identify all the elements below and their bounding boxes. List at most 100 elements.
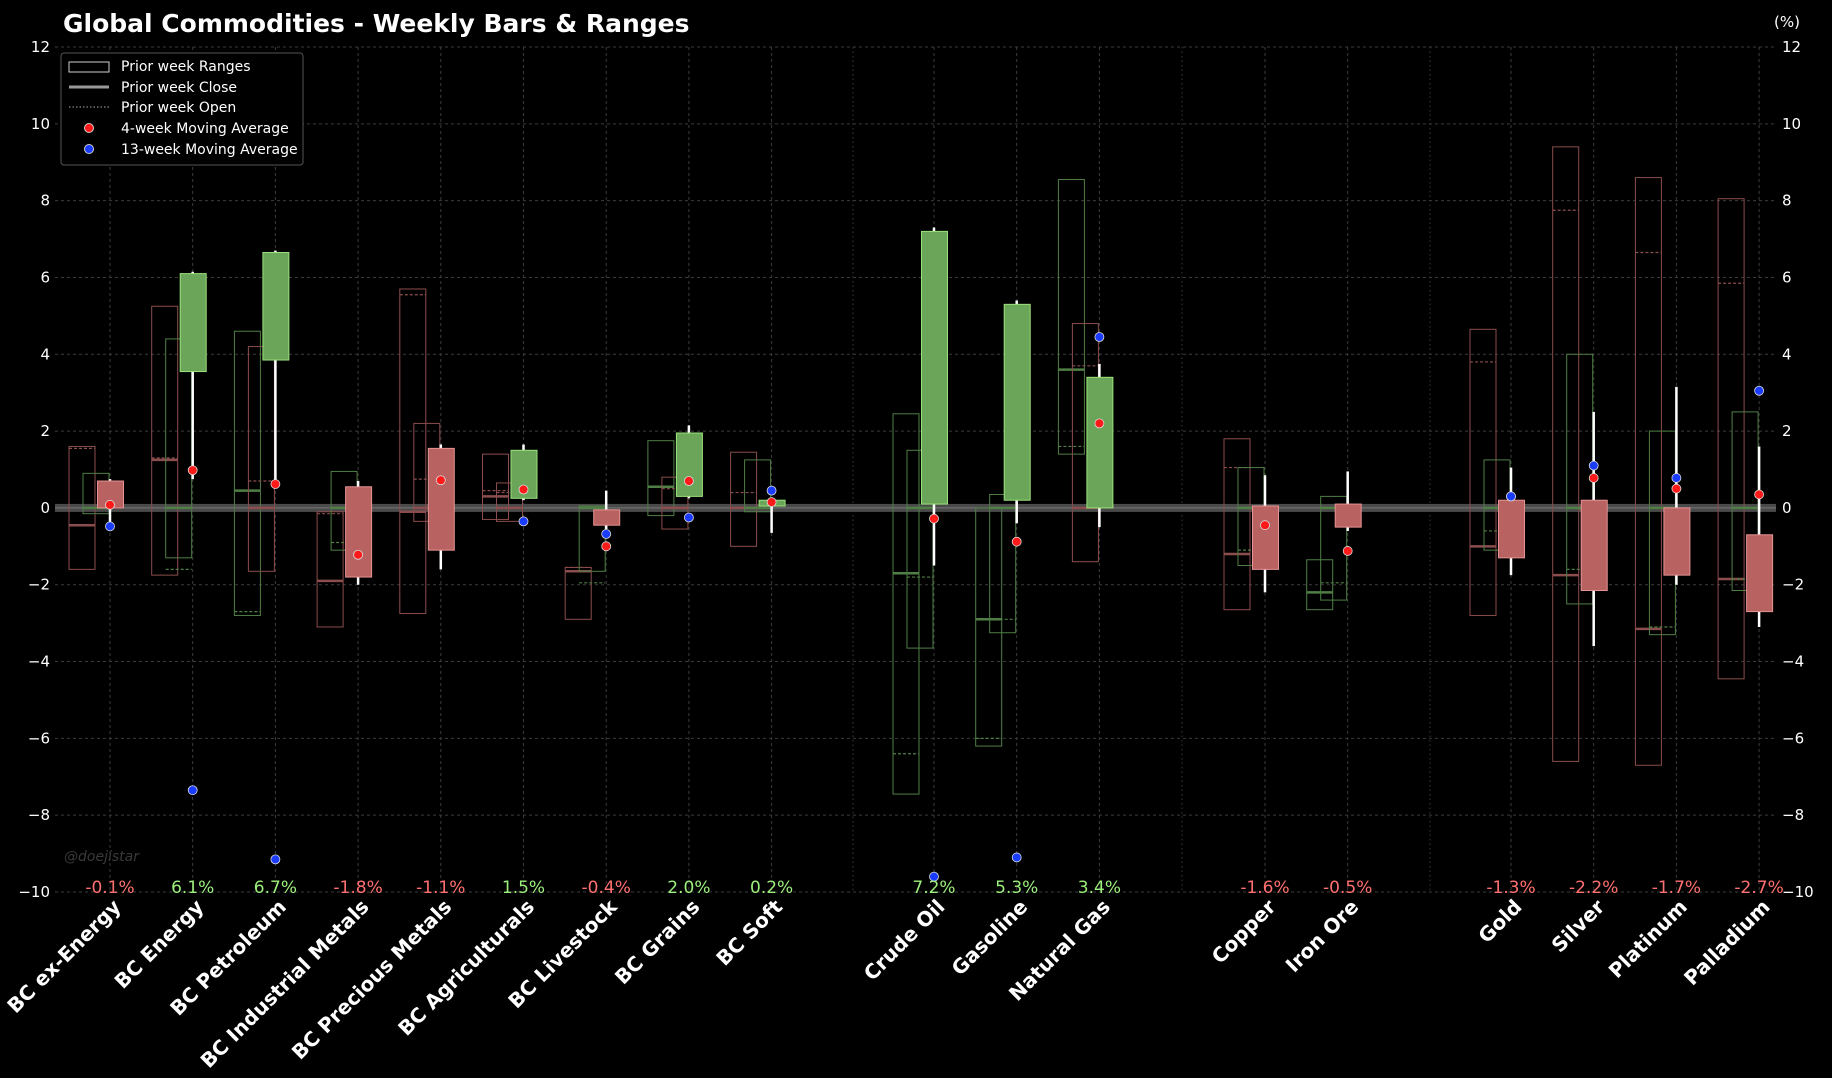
candle-body: [1334, 503, 1362, 528]
ma4-point: [353, 549, 364, 560]
ma13-point: [1506, 491, 1516, 502]
y-tick-right: −6: [1782, 729, 1804, 747]
prior-week-range: [1469, 328, 1497, 616]
bars-layer: [68, 146, 1774, 882]
prior-week-range: [647, 440, 675, 517]
legend-ma4-swatch: [84, 123, 94, 133]
ma4-point: [1671, 483, 1682, 494]
y-tick-right: 10: [1782, 115, 1801, 133]
y-tick-left: −2: [28, 576, 50, 594]
pct-change-label: 6.1%: [171, 878, 214, 898]
candle-body: [921, 230, 948, 505]
chart-title: Global Commodities - Weekly Bars & Range…: [63, 9, 690, 38]
legend-ranges-label: Prior week Ranges: [121, 59, 251, 75]
ma13-point: [601, 529, 612, 539]
y-tick-left: 8: [40, 192, 50, 210]
prior-week-range: [730, 451, 758, 547]
prior-week-range: [1057, 179, 1085, 455]
ma4-point: [1011, 536, 1022, 547]
prior-week-range: [1552, 146, 1580, 762]
y-tick-right: 12: [1782, 38, 1801, 56]
unit-label: (%): [1774, 13, 1800, 31]
pct-change-label: 0.2%: [750, 878, 793, 898]
prior-week-range: [744, 459, 772, 513]
ma13-point: [1011, 852, 1022, 863]
ma13-point: [1671, 473, 1682, 483]
y-tick-right: 0: [1782, 499, 1792, 517]
ma4-point: [1588, 473, 1599, 483]
prior-week-range: [151, 305, 179, 576]
y-tick-right: 6: [1782, 268, 1792, 286]
prior-week-range: [661, 476, 689, 530]
ma4-point: [929, 513, 939, 524]
prior-week-range: [892, 413, 920, 795]
pct-change-label: -0.5%: [1323, 878, 1372, 898]
y-tick-left: 6: [40, 268, 50, 286]
pct-change-label: -0.4%: [582, 878, 631, 898]
ma13-point: [929, 871, 939, 882]
y-tick-left: 0: [40, 499, 50, 517]
ma4-point: [518, 484, 529, 495]
ma4-point: [187, 465, 198, 476]
pct-change-label: -1.7%: [1652, 878, 1701, 898]
legend-ma13-swatch: [84, 144, 94, 154]
y-tick-left: −6: [28, 729, 50, 747]
pct-change-label: 1.5%: [502, 878, 545, 898]
ma4-point: [105, 499, 115, 510]
ma13-point: [684, 512, 694, 523]
candle-body: [675, 432, 703, 497]
candle-body: [427, 447, 455, 551]
ma4-point: [1094, 418, 1105, 429]
candle-body: [262, 251, 290, 361]
y-tick-right: 8: [1782, 192, 1792, 210]
y-tick-left: 4: [40, 345, 50, 363]
candle-body: [1663, 507, 1691, 576]
ma13-point: [105, 521, 115, 532]
ma4-point: [1342, 546, 1353, 556]
candle-body: [179, 273, 207, 373]
pct-change-label: 7.2%: [912, 878, 955, 898]
candle-body: [1580, 499, 1608, 591]
y-tick-left: −4: [28, 653, 50, 671]
y-tick-right: −2: [1782, 576, 1804, 594]
pct-change-label: -2.2%: [1569, 878, 1618, 898]
y-tick-left: 12: [31, 38, 50, 56]
pct-change-label: 2.0%: [667, 878, 710, 898]
legend-ranges-swatch: [68, 61, 110, 73]
prior-week-range: [1634, 177, 1662, 766]
candle-body: [1003, 303, 1031, 501]
candle-body: [593, 509, 621, 526]
legend-close-label: Prior week Close: [121, 80, 237, 96]
prior-week-range: [399, 288, 427, 615]
watermark: @doejistar: [64, 849, 140, 865]
pct-change-label: -1.6%: [1240, 878, 1289, 898]
ma4-point: [270, 479, 281, 489]
ma13-point: [270, 854, 281, 865]
candle-body: [1086, 376, 1114, 509]
prior-week-range: [496, 482, 523, 522]
candle-body: [345, 486, 373, 578]
ma4-point: [435, 475, 446, 486]
pct-change-label: -1.1%: [416, 878, 465, 898]
legend-ma4-label: 4-week Moving Average: [121, 121, 289, 137]
ma13-point: [187, 785, 198, 796]
ma4-point: [1260, 520, 1270, 531]
prior-week-range: [1223, 438, 1251, 611]
prior-week-range: [989, 493, 1017, 634]
prior-week-range: [1306, 559, 1334, 611]
ma13-point: [1588, 460, 1599, 471]
pct-change-label: -2.7%: [1734, 878, 1783, 898]
legend: Prior week Ranges Prior week Close Prior…: [60, 52, 304, 166]
pct-change-label: -1.8%: [333, 878, 382, 898]
legend-ma13-label: 13-week Moving Average: [121, 142, 298, 158]
y-tick-right: −4: [1782, 653, 1804, 671]
y-tick-left: −10: [18, 883, 50, 901]
pct-change-label: 3.4%: [1078, 878, 1121, 898]
ma13-point: [518, 516, 529, 527]
candle-body: [510, 449, 538, 499]
y-tick-right: −10: [1782, 883, 1814, 901]
ma13-point: [1754, 385, 1764, 396]
y-tick-right: 2: [1782, 422, 1792, 440]
prior-week-range: [233, 330, 261, 616]
